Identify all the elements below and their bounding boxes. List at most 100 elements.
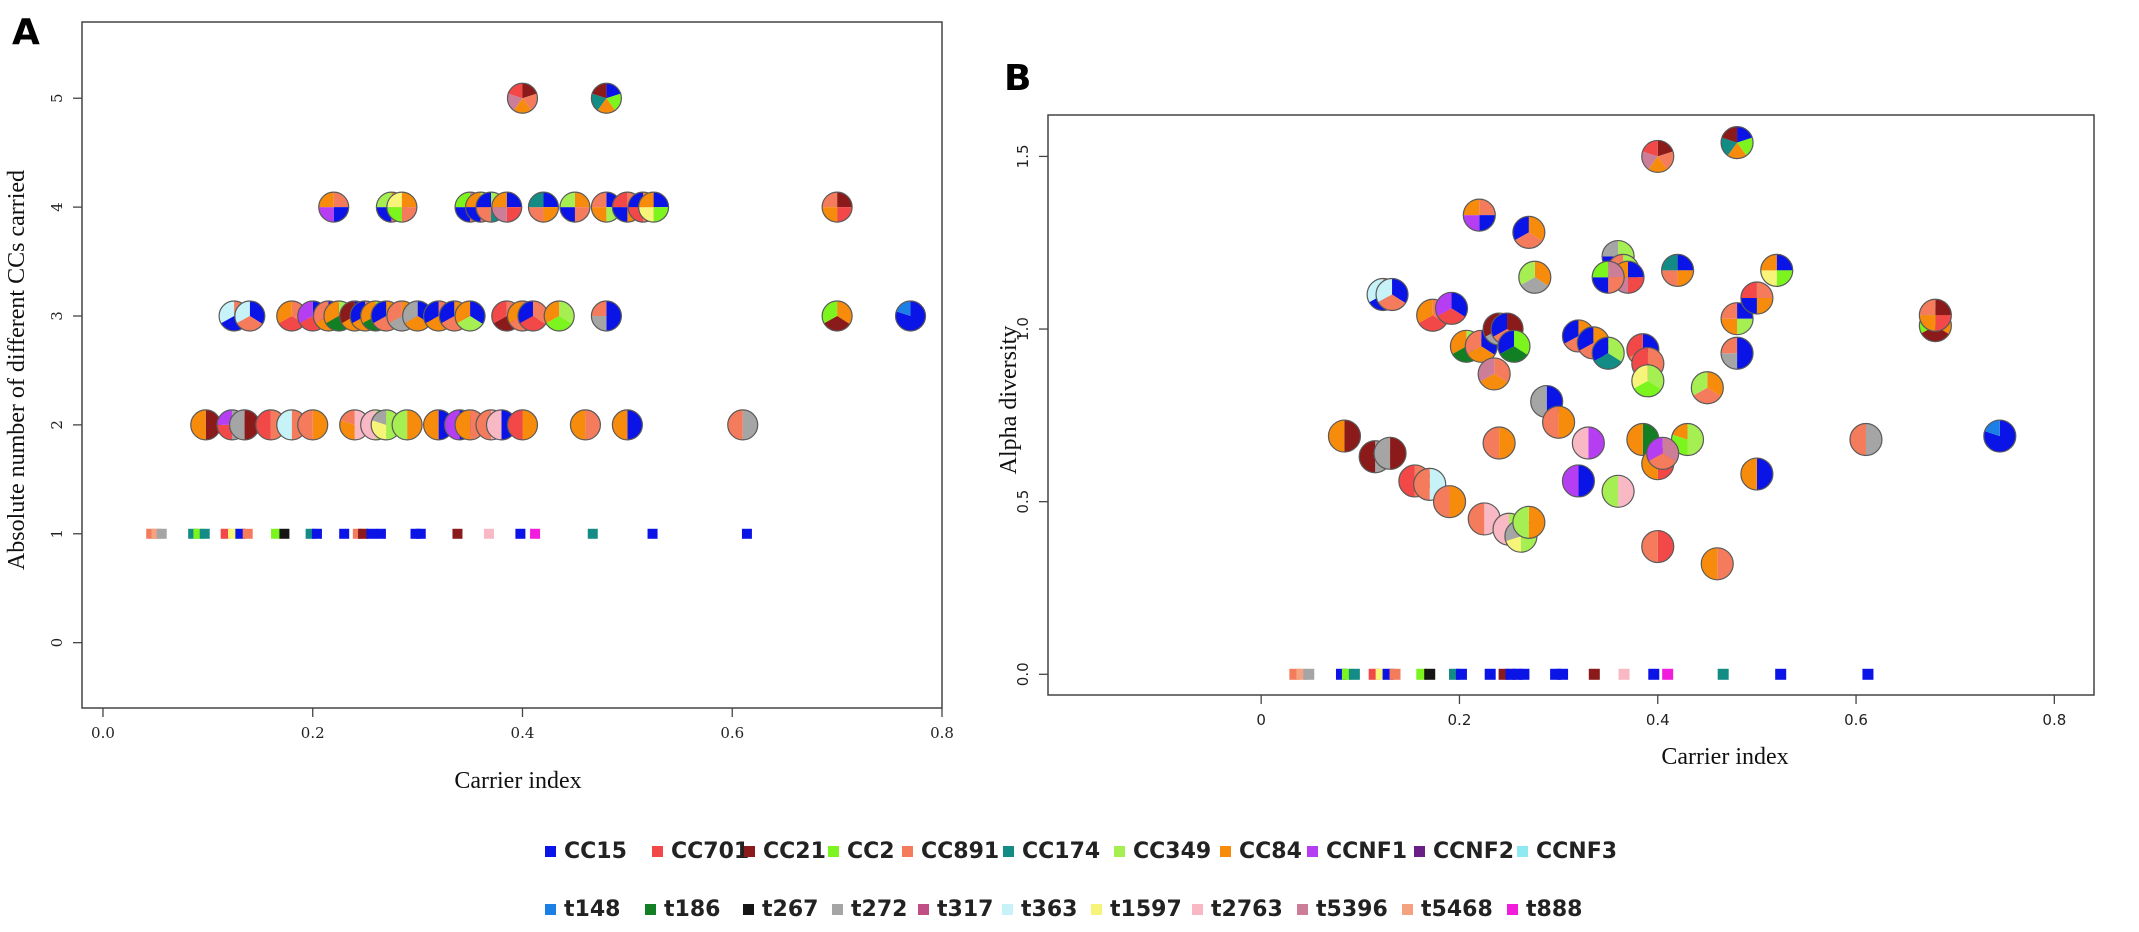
pie-outline: [506, 409, 539, 441]
square-marker-cc21: [358, 528, 369, 539]
pie-slice-cc84: [312, 409, 328, 440]
pie-outline: [1413, 467, 1447, 502]
pie-marker: [1375, 277, 1409, 312]
pie-slice-cc701: [506, 207, 522, 223]
square-marker-cc15: [415, 528, 426, 539]
pie-slice-cc701: [1935, 315, 1952, 332]
pie-slice-cc84: [1721, 318, 1738, 335]
pie-slice-cc84: [1449, 485, 1466, 518]
y-tick-label: 0: [48, 638, 66, 648]
pie-marker: [1601, 474, 1635, 508]
pie-slice-t148: [1984, 420, 2000, 437]
pie-outline: [1518, 260, 1552, 294]
square-marker-cc15: [1518, 668, 1530, 680]
pie-outline: [1591, 336, 1625, 370]
pie-slice-cc15: [506, 192, 522, 208]
legend-item-cc21: CC21: [744, 839, 826, 864]
pie-slice-cc84: [1648, 156, 1668, 173]
pie-outline: [1591, 260, 1625, 294]
pie-marker: [228, 409, 261, 441]
pie-marker: [1373, 436, 1407, 470]
pie-slice-cc2: [1737, 137, 1754, 156]
pie-marker: [391, 409, 423, 441]
pie-outline: [1849, 422, 1883, 457]
pie-marker: [1561, 464, 1596, 498]
square-marker-cc701: [220, 528, 231, 539]
square-marker-t2763: [483, 528, 494, 539]
legend-swatch: [1307, 846, 1318, 857]
legend-swatch: [1002, 904, 1013, 915]
pie-outline: [590, 82, 622, 114]
pie-slice-cc21: [1390, 437, 1407, 470]
pie-slice-cc84: [638, 192, 654, 208]
pie-slice-cc891: [1514, 232, 1543, 249]
pie-slice-cc84: [1740, 458, 1757, 491]
pie-slice-t272: [1865, 423, 1882, 456]
legend-item-t272: t272: [832, 897, 907, 922]
x-tick-label: 0.4: [1646, 711, 1670, 729]
pie-slice-cc349: [1512, 506, 1529, 539]
pie-slice-cc21: [823, 316, 850, 331]
square-marker-cc15: [741, 528, 752, 539]
pie-marker: [454, 300, 486, 332]
legend-swatch: [744, 846, 755, 857]
panel-b-xlabel: Carrier index: [1661, 744, 1788, 770]
square-marker-cc15: [1484, 668, 1496, 680]
panel-a-plot-frame: [81, 21, 943, 709]
y-tick-label: 0.0: [1014, 662, 1032, 686]
pie-slice-cc84: [1528, 506, 1545, 539]
pie-slice-cc21: [1359, 440, 1376, 473]
pie-outline: [506, 82, 539, 114]
pie-slice-cc891: [574, 207, 590, 223]
square-marker-cc15: [1550, 668, 1562, 680]
pie-slice-cc15: [627, 409, 643, 440]
pie-marker: [1660, 253, 1695, 287]
y-tick-label: 5: [48, 93, 66, 103]
x-tick-label: 0.8: [2042, 711, 2066, 729]
pie-slice-t1597: [1505, 536, 1521, 553]
pie-outline: [821, 300, 853, 332]
pie-slice-cc84: [190, 409, 206, 440]
pie-outline: [386, 191, 418, 223]
square-marker-t888: [1662, 668, 1674, 680]
legend-label: t5396: [1316, 897, 1388, 922]
pie-marker: [1740, 457, 1774, 491]
pie-outline: [1646, 436, 1680, 470]
pie-slice-cc891: [1483, 426, 1500, 459]
square-marker-t888: [530, 528, 541, 539]
pie-slice-cc84: [318, 192, 334, 208]
pie-outline: [1641, 529, 1675, 564]
legend-item-t317: t317: [918, 897, 993, 922]
pie-slice-cc891: [1479, 199, 1496, 216]
pie-slice-cc84: [1558, 406, 1575, 439]
pie-slice-cc701: [1398, 464, 1415, 497]
pie-marker: [559, 191, 591, 223]
pie-slice-t272: [1520, 277, 1549, 294]
pie-marker: [590, 300, 622, 332]
pie-slice-cc891: [585, 409, 601, 440]
pie-outline: [894, 300, 927, 332]
pie-slice-ccnf1: [1562, 464, 1579, 497]
pie-slice-cc84: [1499, 426, 1516, 459]
legend-label: CC174: [1022, 839, 1100, 864]
pie-marker: [1591, 260, 1625, 294]
legend-label: t5468: [1421, 897, 1493, 922]
legend-label: t1597: [1110, 897, 1182, 922]
pie-slice-cc891: [591, 301, 607, 316]
pie-slice-cc84: [1677, 270, 1694, 287]
pie-slice-cc84: [1672, 423, 1688, 440]
panel-a-xlabel: Carrier index: [454, 768, 581, 794]
legend-label: t272: [851, 897, 907, 922]
x-tick-label: 0.2: [1448, 711, 1472, 729]
square-marker-cc15: [1511, 668, 1523, 680]
pie-slice-cc891: [1919, 299, 1936, 316]
legend-swatch: [918, 904, 929, 915]
pie-slice-cc84: [423, 409, 439, 440]
pie-slice-ccnf1: [1588, 426, 1605, 459]
pie-slice-cc891: [727, 409, 743, 440]
pie-marker: [1641, 529, 1675, 564]
pie-marker: [506, 82, 539, 114]
legend-swatch: [1003, 846, 1014, 857]
pie-marker: [1918, 298, 1952, 332]
pie-slice-cc15: [559, 207, 575, 223]
